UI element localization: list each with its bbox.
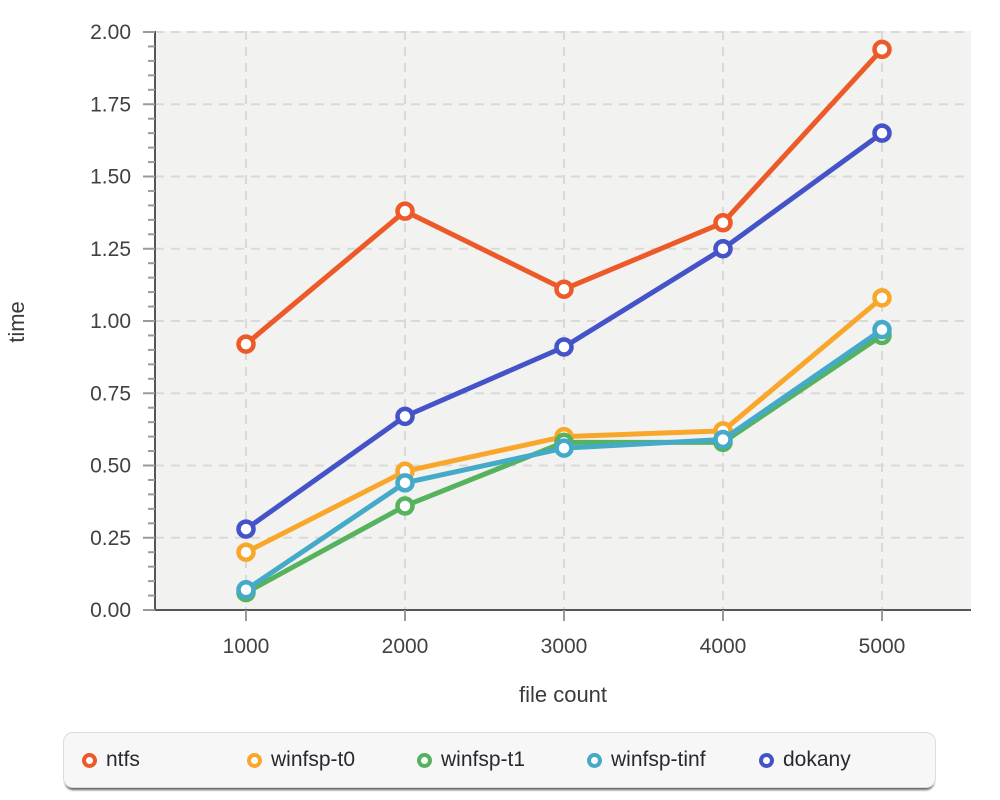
- legend-item-ntfs: ntfs: [82, 733, 140, 787]
- data-point-winfsp-t0: [236, 542, 256, 562]
- x-tick-label: 5000: [859, 635, 906, 658]
- x-tick-label: 1000: [223, 635, 270, 658]
- x-axis-title: file count: [518, 682, 608, 707]
- dokany-marker-icon: [759, 752, 774, 768]
- legend-label: winfsp-t0: [271, 748, 356, 771]
- legend-label: ntfs: [106, 748, 140, 771]
- data-point-dokany: [713, 239, 733, 259]
- legend-label: winfsp-tinf: [611, 748, 706, 771]
- data-point-dokany: [872, 123, 892, 143]
- y-tick-label: 1.00: [90, 310, 131, 333]
- y-tick-label: 1.25: [90, 238, 131, 261]
- data-point-winfsp-t1: [395, 496, 415, 516]
- y-tick-label: 1.75: [90, 93, 131, 116]
- data-point-ntfs: [395, 201, 415, 221]
- legend-label: winfsp-t1: [441, 748, 526, 771]
- data-point-ntfs: [236, 334, 256, 354]
- legend-item-winfsp-tinf: winfsp-tinf: [587, 733, 706, 787]
- winfsp-tinf-marker-icon: [587, 752, 602, 768]
- x-tick-label: 4000: [700, 635, 747, 658]
- winfsp-t0-marker-icon: [247, 752, 262, 768]
- y-tick-label: 0.75: [90, 382, 131, 405]
- y-tick-label: 0.50: [90, 455, 131, 478]
- y-tick-label: 0.00: [90, 599, 131, 622]
- x-tick-label: 3000: [541, 635, 588, 658]
- y-axis-title: time: [4, 301, 29, 343]
- legend-item-winfsp-t0: winfsp-t0: [247, 733, 355, 787]
- y-tick-label: 1.50: [90, 166, 131, 189]
- data-point-ntfs: [554, 279, 574, 299]
- line-chart: 0.00 0.25 0.50 0.75 1.00 1.25 1.50 1.75 2.00 1000…: [90, 21, 971, 658]
- data-point-winfsp-t0: [872, 288, 892, 308]
- data-point-ntfs: [872, 39, 892, 60]
- x-tick-label: 2000: [382, 635, 429, 658]
- legend-item-winfsp-t1: winfsp-t1: [417, 733, 525, 787]
- data-point-ntfs: [713, 212, 733, 233]
- data-point-dokany: [236, 519, 256, 539]
- data-point-winfsp-tinf: [713, 429, 733, 450]
- data-point-winfsp-tinf: [395, 473, 415, 493]
- data-point-winfsp-tinf: [872, 319, 892, 340]
- y-tick-label: 2.00: [90, 21, 131, 44]
- winfsp-t1-marker-icon: [417, 752, 432, 768]
- data-point-winfsp-tinf: [236, 580, 256, 600]
- data-point-dokany: [395, 406, 415, 427]
- legend-item-dokany: dokany: [759, 733, 851, 787]
- data-point-dokany: [554, 337, 574, 357]
- data-point-winfsp-tinf: [554, 438, 574, 458]
- ntfs-marker-icon: [82, 752, 97, 768]
- legend-label: dokany: [783, 748, 851, 771]
- y-tick-label: 0.25: [90, 527, 131, 550]
- legend-box: ntfs winfsp-t0 winfsp-t1 winfsp-tinf dok…: [63, 732, 936, 788]
